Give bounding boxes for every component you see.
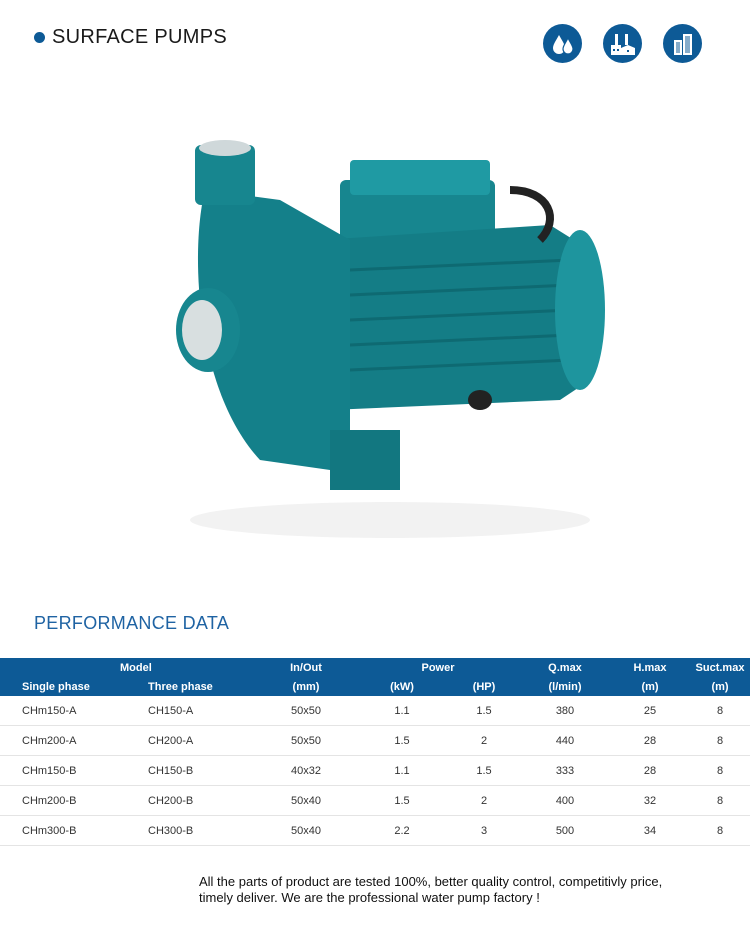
table-cell: 32 bbox=[610, 785, 690, 816]
table-row: CHm200-A CH200-A 50x50 1.5 2 440 28 8 bbox=[0, 725, 750, 756]
table-cell: CHm150-B bbox=[0, 755, 148, 786]
table-cell: CH200-A bbox=[148, 725, 256, 756]
table-cell: 50x40 bbox=[256, 815, 356, 846]
th-m: (m) bbox=[641, 680, 659, 693]
feature-icons bbox=[543, 24, 702, 63]
table-header-row: Model In/Out Power Q.max H.max Suct.max bbox=[0, 658, 750, 677]
th-mm: (mm) bbox=[292, 680, 320, 693]
table-cell: 1.5 bbox=[448, 755, 520, 786]
th-qmax: Q.max bbox=[548, 661, 582, 674]
th-kw: (kW) bbox=[390, 680, 414, 693]
table-cell: 400 bbox=[520, 785, 610, 816]
page-title: SURFACE PUMPS bbox=[34, 26, 227, 49]
table-cell: 8 bbox=[690, 696, 750, 726]
table-cell: 1.5 bbox=[356, 785, 448, 816]
table-subheader-row: Single phase Three phase (mm) (kW) (HP) … bbox=[0, 677, 750, 696]
table-cell: 1.5 bbox=[356, 725, 448, 756]
table-cell: 1.1 bbox=[356, 755, 448, 786]
table-row: CHm150-B CH150-B 40x32 1.1 1.5 333 28 8 bbox=[0, 755, 750, 786]
th-model: Model bbox=[120, 661, 152, 674]
water-drops-icon bbox=[543, 24, 582, 63]
table-cell: 8 bbox=[690, 815, 750, 846]
table-cell: 25 bbox=[610, 696, 690, 726]
th-three: Three phase bbox=[148, 680, 213, 693]
th-hp: (HP) bbox=[472, 680, 496, 693]
th-power: Power bbox=[421, 661, 455, 674]
table-cell: CH150-A bbox=[148, 696, 256, 726]
th-hmax: H.max bbox=[633, 661, 667, 674]
table-cell: 2 bbox=[448, 785, 520, 816]
table-row: CHm150-A CH150-A 50x50 1.1 1.5 380 25 8 bbox=[0, 696, 750, 726]
section-title: PERFORMANCE DATA bbox=[34, 613, 230, 633]
table-cell: CH150-B bbox=[148, 755, 256, 786]
footer-text: All the parts of product are tested 100%… bbox=[199, 874, 744, 906]
bullet-dot bbox=[34, 32, 45, 43]
table-cell: 28 bbox=[610, 755, 690, 786]
performance-table: Model In/Out Power Q.max H.max Suct.max … bbox=[0, 658, 750, 846]
table-cell: 50x40 bbox=[256, 785, 356, 816]
factory-icon bbox=[603, 24, 642, 63]
th-inout: In/Out bbox=[290, 661, 322, 674]
table-cell: 333 bbox=[520, 755, 610, 786]
table-cell: 8 bbox=[690, 785, 750, 816]
table-row: CHm300-B CH300-B 50x40 2.2 3 500 34 8 bbox=[0, 815, 750, 846]
table-cell: 2 bbox=[448, 725, 520, 756]
table-cell: 440 bbox=[520, 725, 610, 756]
table-cell: 1.1 bbox=[356, 696, 448, 726]
table-cell: 3 bbox=[448, 815, 520, 846]
table-cell: CH200-B bbox=[148, 785, 256, 816]
th-single: Single phase bbox=[22, 680, 90, 693]
th-suct: Suct.max bbox=[695, 661, 745, 674]
table-cell: CH300-B bbox=[148, 815, 256, 846]
footer-line: timely deliver. We are the professional … bbox=[199, 890, 540, 905]
table-cell: CHm150-A bbox=[0, 696, 148, 726]
table-cell: CHm300-B bbox=[0, 815, 148, 846]
table-cell: 8 bbox=[690, 725, 750, 756]
pump-product-image bbox=[176, 140, 605, 538]
title-text: SURFACE PUMPS bbox=[52, 26, 228, 48]
table-cell: 50x50 bbox=[256, 725, 356, 756]
table-cell: 500 bbox=[520, 815, 610, 846]
table-cell: 380 bbox=[520, 696, 610, 726]
table-cell: 8 bbox=[690, 755, 750, 786]
table-cell: 34 bbox=[610, 815, 690, 846]
th-lmin: (l/min) bbox=[548, 680, 582, 693]
table-cell: 2.2 bbox=[356, 815, 448, 846]
table-cell: 28 bbox=[610, 725, 690, 756]
table-cell: CHm200-A bbox=[0, 725, 148, 756]
table-cell: CHm200-B bbox=[0, 785, 148, 816]
table-row: CHm200-B CH200-B 50x40 1.5 2 400 32 8 bbox=[0, 785, 750, 816]
th-m2: (m) bbox=[711, 680, 729, 693]
table-cell: 40x32 bbox=[256, 755, 356, 786]
table-cell: 50x50 bbox=[256, 696, 356, 726]
buildings-icon bbox=[663, 24, 702, 63]
footer-line: All the parts of product are tested 100%… bbox=[199, 874, 663, 889]
table-cell: 1.5 bbox=[448, 696, 520, 726]
